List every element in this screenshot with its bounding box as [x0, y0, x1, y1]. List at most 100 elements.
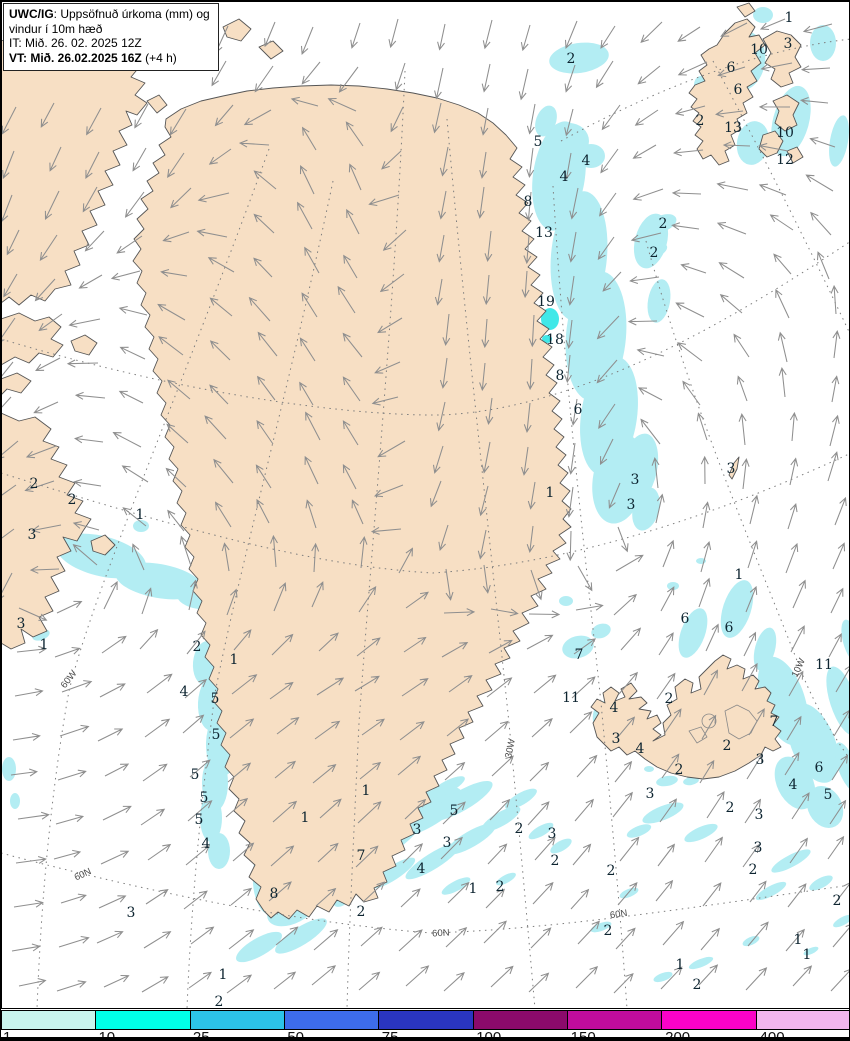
precip-value: 3 [612, 731, 621, 747]
iceland-coastline [590, 654, 782, 780]
precip-patch [236, 931, 282, 963]
precip-value: 1 [803, 947, 812, 963]
graticule-layer [1, 38, 849, 1009]
graticule-label: 60N [73, 866, 94, 883]
precip-value: 1 [136, 507, 145, 523]
precip-value: 4 [417, 861, 426, 877]
precip-patch [133, 520, 149, 532]
colorbar-segment [1, 1011, 97, 1029]
precip-patch [429, 781, 493, 821]
precip-value: 2 [665, 691, 674, 707]
precip-patch [549, 42, 609, 74]
precip-patch [550, 838, 572, 854]
precip-value: 7 [357, 848, 366, 864]
bottom-black-strip [1, 1037, 849, 1040]
precip-value: 3 [548, 826, 557, 842]
precip-patch [684, 823, 718, 843]
precip-value: 4 [636, 741, 645, 757]
precip-patch [591, 623, 611, 639]
precip-patch [833, 914, 849, 928]
precip-value: 5 [191, 767, 200, 783]
colorbar-label: 200 [665, 1029, 691, 1041]
precip-value: 2 [833, 893, 842, 909]
precip-value: 2 [68, 492, 77, 508]
colorbar-segment [662, 1011, 757, 1029]
precip-value: 4 [202, 836, 211, 852]
precip-value: 2 [193, 639, 202, 655]
precip-patch [446, 823, 496, 855]
precip-patch [653, 971, 673, 983]
precip-value: 2 [675, 762, 684, 778]
edgeoya-island [772, 94, 800, 132]
precip-value: 10 [750, 42, 768, 58]
precip-value: 3 [127, 905, 136, 921]
precip-value: 7 [575, 647, 584, 663]
wind-arrow-layer [1, 18, 849, 994]
graticule-label: 60N [609, 908, 628, 921]
graticule-label: 60N [432, 928, 450, 940]
spitsbergen-island [688, 18, 766, 166]
precip-value: 2 [693, 977, 702, 993]
precip-value: 11 [815, 657, 833, 673]
precip-value: 1 [546, 485, 555, 501]
precip-value: 1 [469, 881, 478, 897]
colorbar-segment [96, 1011, 191, 1029]
meridian-60w [36, 148, 270, 1009]
precip-value: 5 [450, 803, 459, 819]
precip-patch [834, 742, 849, 792]
precip-value: 2 [551, 853, 560, 869]
precip-value: 5 [534, 134, 543, 150]
precip-value: 6 [734, 82, 743, 98]
nordaustlandet-island [762, 30, 802, 88]
precip-value: 1 [794, 932, 803, 948]
precip-patch [208, 833, 230, 869]
precip-value: 13 [535, 225, 553, 241]
colorbar-segment [756, 1011, 849, 1029]
precip-patch [505, 788, 537, 810]
bylot-island [90, 534, 116, 556]
precip-value: 19 [537, 294, 555, 310]
precip-value: 3 [727, 461, 736, 477]
precip-value: 2 [607, 863, 616, 879]
title-line-3: IT: Mið. 26. 02. 2025 12Z [9, 36, 142, 51]
precip-patch [10, 793, 20, 809]
wind-arrows [1, 18, 849, 994]
colorbar-segment [567, 1011, 663, 1029]
precip-patch [429, 776, 465, 798]
precip-value: 2 [696, 113, 705, 129]
precip-value: 3 [754, 840, 763, 856]
small-island [736, 2, 756, 18]
precip-patch [810, 25, 836, 61]
meridian-10w [645, 240, 849, 759]
precip-patch [688, 956, 714, 970]
precip-patch [562, 635, 594, 659]
title-box: UWC/IG: Uppsöfnuð úrkoma (mm) og vindur … [3, 3, 219, 71]
precip-colorbar-labels: 1 10 25 50 75 100 150 200 400 [1, 1029, 849, 1041]
colorbar-label: 50 [287, 1029, 305, 1041]
precip-value: 3 [413, 822, 422, 838]
precip-patch [826, 666, 849, 736]
precip-value: 11 [562, 690, 580, 706]
precip-value: 6 [681, 611, 690, 627]
precip-value: 3 [756, 752, 765, 768]
precip-value: 4 [582, 153, 591, 169]
precip-value: 1 [735, 567, 744, 583]
precip-value: 2 [567, 51, 576, 67]
precip-value: 5 [212, 727, 221, 743]
precip-value: 3 [443, 835, 452, 851]
precip-patch [528, 822, 554, 840]
precip-value: 2 [726, 800, 735, 816]
colorbar-segment [473, 1011, 568, 1029]
precip-patch [559, 596, 573, 606]
colorbar-label: 150 [570, 1029, 596, 1041]
map-border [1, 1, 849, 1009]
precip-value: 8 [270, 886, 279, 902]
colorbar-segment [284, 1011, 380, 1029]
title-line-4: VT: Mið. 26.02.2025 16Z (+4 h) [9, 50, 177, 65]
precip-value: 1 [40, 637, 49, 653]
precip-value: 2 [30, 476, 39, 492]
precip-value: 2 [659, 216, 668, 232]
precip-patch [803, 946, 819, 956]
colorbar-segment [190, 1011, 285, 1029]
